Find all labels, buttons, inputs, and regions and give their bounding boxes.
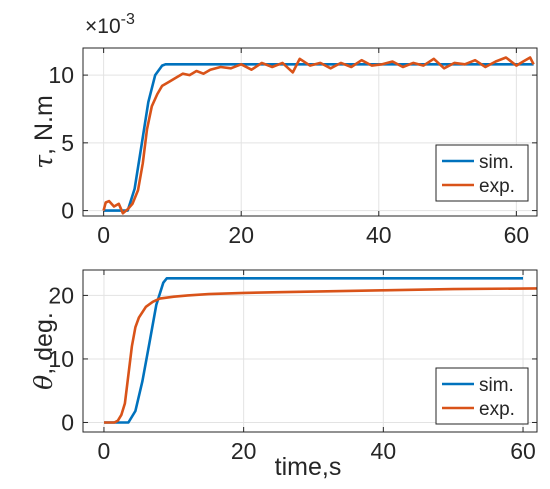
- legend-label: sim.: [479, 152, 514, 173]
- y-tick-label: 10: [48, 62, 74, 88]
- y-axis-label-symbol: τ: [29, 154, 58, 169]
- chart-2: 0 20 40 60 0 10 20 θ, deg. time,s sim. exp.: [29, 269, 538, 481]
- y-axis-label: τ, N.m: [29, 95, 58, 169]
- x-axis-label: time,s: [275, 453, 342, 481]
- y-tick-label: 20: [48, 282, 74, 308]
- legend-label: sim.: [479, 375, 514, 396]
- x-tick-label: 40: [366, 222, 392, 248]
- series-line-exp: [102, 56, 535, 215]
- axis-exponent-base: ×10: [85, 15, 121, 38]
- y-axis-label: θ, deg.: [29, 312, 58, 390]
- legend: sim. exp.: [435, 367, 529, 425]
- y-tick-label: 0: [61, 198, 74, 224]
- axis-exponent-power: -3: [121, 11, 135, 28]
- x-tick-label: 20: [228, 222, 254, 248]
- x-tick-label: 0: [97, 222, 110, 248]
- y-axis-label-symbol: θ: [29, 375, 58, 390]
- legend-box: [435, 367, 529, 425]
- legend-label: exp.: [479, 176, 515, 197]
- axes-box: [82, 269, 538, 433]
- axis-exponent: ×10-3: [85, 11, 135, 38]
- legend-label: exp.: [479, 399, 515, 420]
- axes-box: [82, 47, 538, 217]
- x-tick-label: 60: [510, 438, 536, 464]
- series-line-sim: [104, 276, 523, 424]
- legend-box: [435, 144, 529, 202]
- x-tick-label: 40: [371, 438, 397, 464]
- x-tick-label: 60: [504, 222, 530, 248]
- legend: sim. exp.: [435, 144, 529, 202]
- y-tick-label: 0: [61, 409, 74, 435]
- y-tick-label: 10: [48, 346, 74, 372]
- y-tick-label: 5: [61, 130, 74, 156]
- y-axis-label-unit: , N.m: [30, 95, 58, 155]
- series-line-exp: [104, 287, 538, 424]
- y-axis-label-unit: , deg.: [30, 312, 58, 375]
- x-tick-label: 20: [231, 438, 257, 464]
- chart-1: 0 20 40 60 0 5 10 ×10-3 τ, N.m sim. exp.: [29, 11, 538, 248]
- x-tick-label: 0: [98, 438, 111, 464]
